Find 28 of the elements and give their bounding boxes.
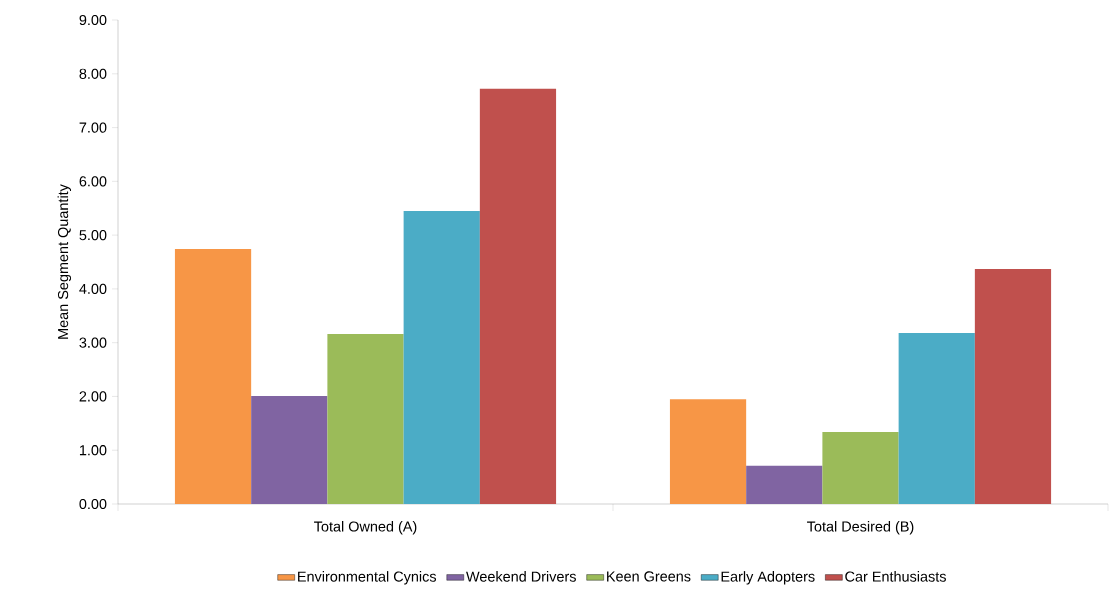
y-tick-label: 0.00 <box>79 498 107 510</box>
bar <box>327 334 404 504</box>
y-tick-label: 5.00 <box>79 230 107 241</box>
legend-label: Car Enthusiasts <box>845 571 946 582</box>
x-tick-label: Total Desired (B) <box>807 521 914 535</box>
bar <box>822 431 899 504</box>
y-axis-title: Mean Segment Quantity <box>57 184 72 339</box>
y-tick-label: 7.00 <box>79 122 107 133</box>
y-tick-label: 9.00 <box>79 14 107 26</box>
bar <box>174 249 252 504</box>
y-tick-label: 4.00 <box>79 283 107 295</box>
bar <box>898 332 975 504</box>
legend-label: Weekend Drivers <box>466 571 576 582</box>
bar <box>974 269 1052 504</box>
bar <box>479 88 557 504</box>
y-tick-label: 3.00 <box>79 337 107 348</box>
y-tick-label: 8.00 <box>79 68 107 79</box>
bar <box>251 395 328 504</box>
y-tick-label: 6.00 <box>79 176 107 187</box>
legend-label: Keen Greens <box>607 571 691 582</box>
bar <box>746 465 823 504</box>
bar <box>403 210 480 504</box>
legend-label: Environmental Cynics <box>298 571 437 585</box>
x-tick-label: Total Owned (A) <box>314 521 417 535</box>
y-tick-label: 1.00 <box>79 445 107 456</box>
bar <box>669 399 747 504</box>
legend-label: Early Adopters <box>721 571 815 585</box>
y-tick-label: 2.00 <box>79 391 107 402</box>
